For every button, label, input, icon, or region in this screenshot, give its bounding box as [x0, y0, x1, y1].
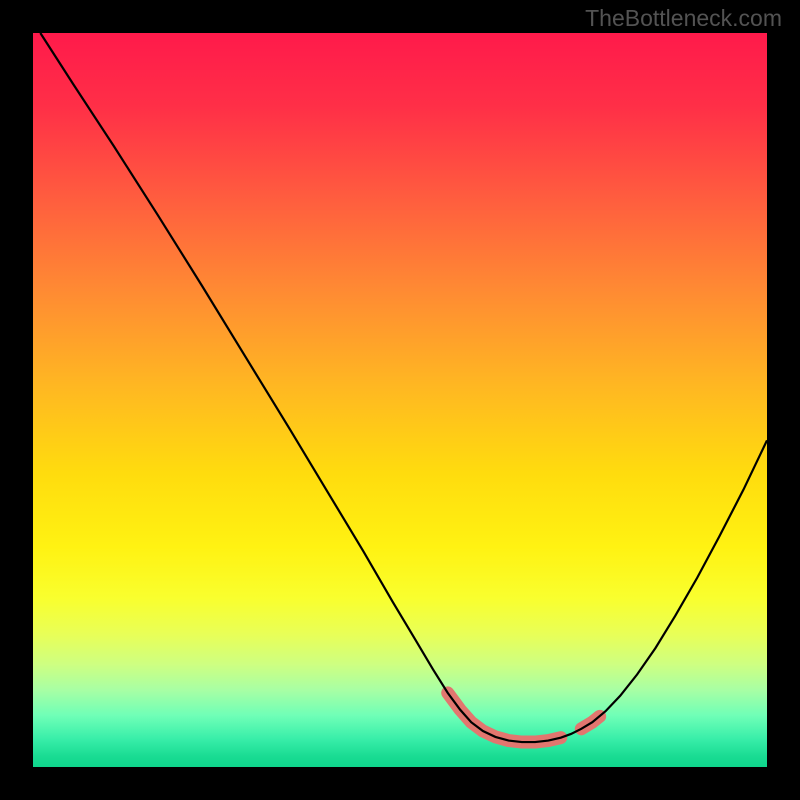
curve-layer [33, 33, 767, 767]
plot-area [33, 33, 767, 767]
bottleneck-curve [40, 33, 767, 742]
attribution-label: TheBottleneck.com [585, 5, 782, 32]
chart-frame: TheBottleneck.com [0, 0, 800, 800]
curve-highlight-segment [448, 693, 561, 742]
